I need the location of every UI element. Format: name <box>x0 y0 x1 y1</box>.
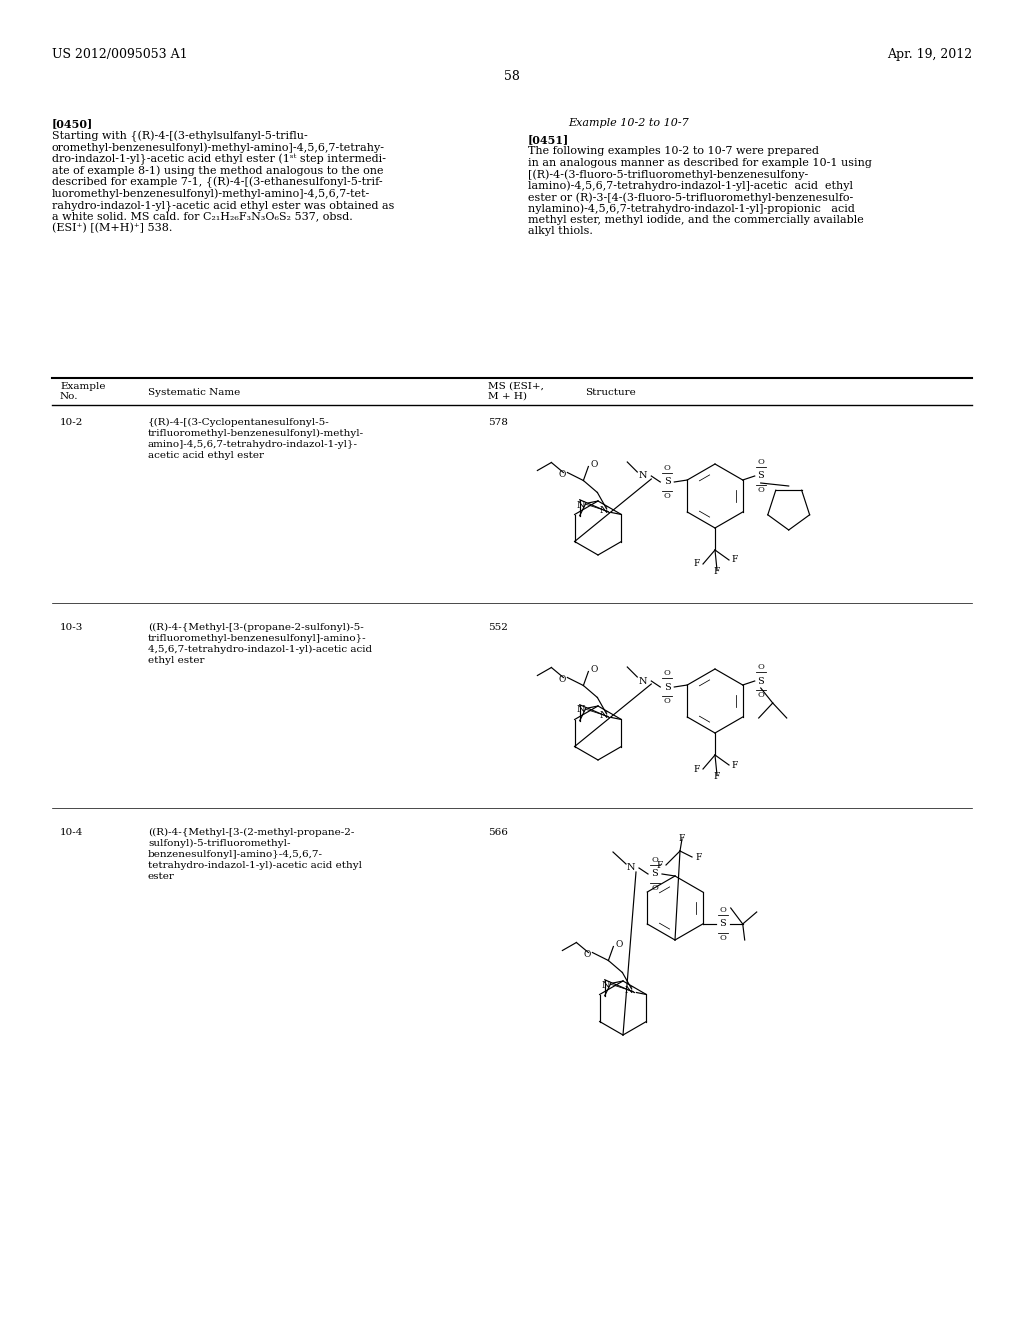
Text: 552: 552 <box>488 623 508 632</box>
Text: O: O <box>558 675 565 684</box>
Text: Apr. 19, 2012: Apr. 19, 2012 <box>887 48 972 61</box>
Text: ester or (R)-3-[4-(3-fluoro-5-trifluoromethyl-benzenesulfo-: ester or (R)-3-[4-(3-fluoro-5-trifluorom… <box>528 191 853 202</box>
Text: ester: ester <box>148 873 175 880</box>
Text: O: O <box>719 935 726 942</box>
Text: sulfonyl)-5-trifluoromethyl-: sulfonyl)-5-trifluoromethyl- <box>148 840 291 849</box>
Text: a white solid. MS cald. for C₂₁H₂₆F₃N₃O₆S₂ 537, obsd.: a white solid. MS cald. for C₂₁H₂₆F₃N₃O₆… <box>52 211 352 222</box>
Text: luoromethyl-benzenesulfonyl)-methyl-amino]-4,5,6,7-tet-: luoromethyl-benzenesulfonyl)-methyl-amin… <box>52 189 371 199</box>
Text: O: O <box>664 465 671 473</box>
Text: ate of example 8-1) using the method analogous to the one: ate of example 8-1) using the method ana… <box>52 165 384 176</box>
Text: 10-2: 10-2 <box>60 418 83 426</box>
Text: rahydro-indazol-1-yl}-acetic acid ethyl ester was obtained as: rahydro-indazol-1-yl}-acetic acid ethyl … <box>52 201 394 211</box>
Text: methyl ester, methyl iodide, and the commercially available: methyl ester, methyl iodide, and the com… <box>528 215 864 224</box>
Text: S: S <box>664 682 671 692</box>
Text: N: N <box>600 506 608 515</box>
Text: nylamino)-4,5,6,7-tetrahydro-indazol-1-yl]-propionic   acid: nylamino)-4,5,6,7-tetrahydro-indazol-1-y… <box>528 203 855 214</box>
Text: F: F <box>731 760 737 770</box>
Text: alkyl thiols.: alkyl thiols. <box>528 227 593 236</box>
Text: N: N <box>627 863 635 873</box>
Text: N: N <box>639 676 647 685</box>
Text: O: O <box>651 884 658 892</box>
Text: O: O <box>615 940 623 949</box>
Text: benzenesulfonyl]-amino}-4,5,6,7-: benzenesulfonyl]-amino}-4,5,6,7- <box>148 850 323 859</box>
Text: F: F <box>695 853 701 862</box>
Text: 58: 58 <box>504 70 520 83</box>
Text: O: O <box>591 459 598 469</box>
Text: Structure: Structure <box>585 388 636 397</box>
Text: S: S <box>758 471 764 480</box>
Text: The following examples 10-2 to 10-7 were prepared: The following examples 10-2 to 10-7 were… <box>528 147 819 156</box>
Text: trifluoromethyl-benzenesulfonyl]-amino}-: trifluoromethyl-benzenesulfonyl]-amino}- <box>148 634 367 643</box>
Text: O: O <box>591 665 598 675</box>
Text: N: N <box>577 705 585 714</box>
Text: No.: No. <box>60 392 79 401</box>
Text: 10-4: 10-4 <box>60 828 83 837</box>
Text: O: O <box>664 669 671 677</box>
Text: 566: 566 <box>488 828 508 837</box>
Text: Starting with {(R)-4-[(3-ethylsulfanyl-5-triflu-: Starting with {(R)-4-[(3-ethylsulfanyl-5… <box>52 131 308 143</box>
Text: N: N <box>639 471 647 480</box>
Text: in an analogous manner as described for example 10-1 using: in an analogous manner as described for … <box>528 157 871 168</box>
Text: lamino)-4,5,6,7-tetrahydro-indazol-1-yl]-acetic  acid  ethyl: lamino)-4,5,6,7-tetrahydro-indazol-1-yl]… <box>528 181 853 191</box>
Text: O: O <box>758 663 764 671</box>
Text: tetrahydro-indazol-1-yl)-acetic acid ethyl: tetrahydro-indazol-1-yl)-acetic acid eth… <box>148 861 362 870</box>
Text: N: N <box>625 986 634 995</box>
Text: Example: Example <box>60 381 105 391</box>
Text: F: F <box>731 556 737 565</box>
Text: S: S <box>719 920 726 928</box>
Text: O: O <box>664 697 671 705</box>
Text: F: F <box>714 568 720 576</box>
Text: {(R)-4-[(3-Cyclopentanesulfonyl-5-: {(R)-4-[(3-Cyclopentanesulfonyl-5- <box>148 418 330 428</box>
Text: M + H): M + H) <box>488 392 527 401</box>
Text: S: S <box>651 870 658 879</box>
Text: N: N <box>577 500 585 510</box>
Text: O: O <box>758 458 764 466</box>
Text: F: F <box>693 560 700 569</box>
Text: US 2012/0095053 A1: US 2012/0095053 A1 <box>52 48 187 61</box>
Text: O: O <box>583 950 591 960</box>
Text: O: O <box>758 486 764 494</box>
Text: F: F <box>656 861 663 870</box>
Text: ((R)-4-{Methyl-[3-(2-methyl-propane-2-: ((R)-4-{Methyl-[3-(2-methyl-propane-2- <box>148 828 354 837</box>
Text: oromethyl-benzenesulfonyl)-methyl-amino]-4,5,6,7-tetrahy-: oromethyl-benzenesulfonyl)-methyl-amino]… <box>52 143 385 153</box>
Text: F: F <box>693 764 700 774</box>
Text: Systematic Name: Systematic Name <box>148 388 241 397</box>
Text: Example 10-2 to 10-7: Example 10-2 to 10-7 <box>568 117 689 128</box>
Text: F: F <box>714 772 720 781</box>
Text: [0451]: [0451] <box>528 135 569 145</box>
Text: O: O <box>558 470 565 479</box>
Text: dro-indazol-1-yl}-acetic acid ethyl ester (1ˢᵗ step intermedi-: dro-indazol-1-yl}-acetic acid ethyl este… <box>52 154 386 165</box>
Text: ethyl ester: ethyl ester <box>148 656 205 665</box>
Text: 4,5,6,7-tetrahydro-indazol-1-yl)-acetic acid: 4,5,6,7-tetrahydro-indazol-1-yl)-acetic … <box>148 645 372 655</box>
Text: (ESI⁺) [(M+H)⁺] 538.: (ESI⁺) [(M+H)⁺] 538. <box>52 223 172 234</box>
Text: amino]-4,5,6,7-tetrahydro-indazol-1-yl}-: amino]-4,5,6,7-tetrahydro-indazol-1-yl}- <box>148 440 358 449</box>
Text: O: O <box>758 690 764 700</box>
Text: MS (ESI+,: MS (ESI+, <box>488 381 544 391</box>
Text: O: O <box>664 492 671 500</box>
Text: 10-3: 10-3 <box>60 623 83 632</box>
Text: ((R)-4-{Methyl-[3-(propane-2-sulfonyl)-5-: ((R)-4-{Methyl-[3-(propane-2-sulfonyl)-5… <box>148 623 364 632</box>
Text: trifluoromethyl-benzenesulfonyl)-methyl-: trifluoromethyl-benzenesulfonyl)-methyl- <box>148 429 365 438</box>
Text: S: S <box>758 676 764 685</box>
Text: [0450]: [0450] <box>52 117 93 129</box>
Text: acetic acid ethyl ester: acetic acid ethyl ester <box>148 451 264 459</box>
Text: O: O <box>651 855 658 865</box>
Text: N: N <box>600 711 608 719</box>
Text: N: N <box>601 981 610 990</box>
Text: O: O <box>719 906 726 913</box>
Text: F: F <box>679 834 685 843</box>
Text: 578: 578 <box>488 418 508 426</box>
Text: S: S <box>664 478 671 487</box>
Text: described for example 7-1, {(R)-4-[(3-ethanesulfonyl-5-trif-: described for example 7-1, {(R)-4-[(3-et… <box>52 177 383 189</box>
Text: [(R)-4-(3-fluoro-5-trifluoromethyl-benzenesulfony-: [(R)-4-(3-fluoro-5-trifluoromethyl-benze… <box>528 169 808 180</box>
